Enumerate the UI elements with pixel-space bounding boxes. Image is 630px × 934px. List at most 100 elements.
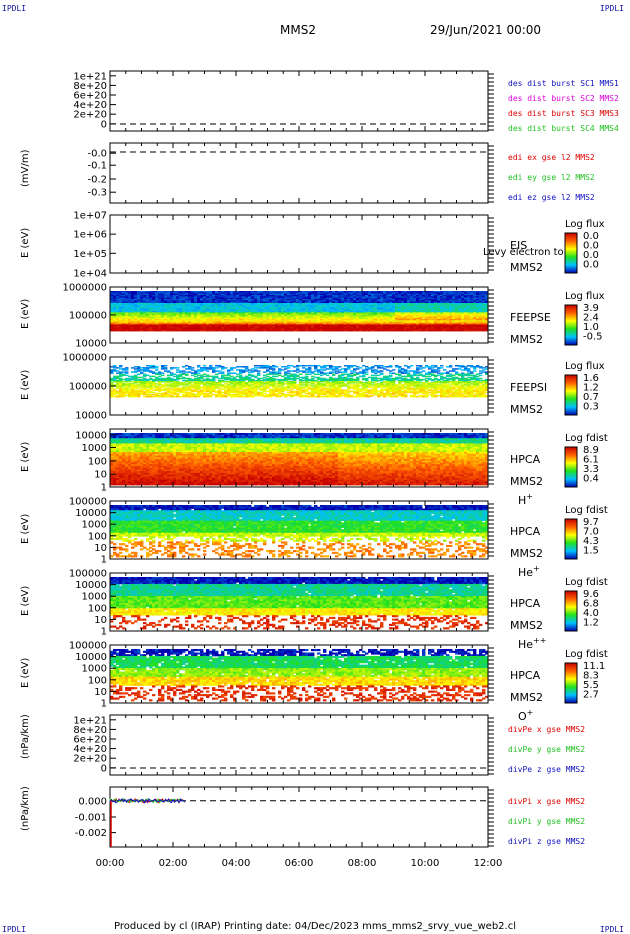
- spectrogram-cell: [191, 387, 195, 389]
- spectrogram-cell: [113, 323, 117, 325]
- spectrogram-cell: [170, 388, 174, 390]
- spectrogram-cell: [146, 299, 150, 301]
- spectrogram-cell: [152, 299, 156, 301]
- spectrogram-cell: [131, 323, 135, 325]
- spectrogram-cell: [188, 395, 192, 398]
- spectrogram-cell: [134, 327, 138, 329]
- spectrogram-cell: [173, 297, 177, 300]
- spectrogram-cell: [146, 296, 150, 299]
- spacecraft-label: MMS2: [510, 261, 543, 274]
- spectrogram-cell: [164, 385, 168, 387]
- spectrogram-cell: [131, 297, 135, 300]
- spectrogram-cell: [164, 303, 168, 305]
- spectrogram-cell: [152, 297, 156, 300]
- spectrogram-cell: [113, 312, 117, 315]
- colorbar-tick-label: 0.0: [583, 260, 599, 271]
- spectrogram-cell: [152, 395, 156, 398]
- spectrogram-cell: [179, 375, 183, 378]
- spectrogram-cell: [128, 295, 132, 297]
- spectrogram-cell: [413, 329, 417, 332]
- spectrogram-cell: [386, 329, 390, 332]
- spectrogram-cell: [131, 325, 135, 328]
- spectrogram-cell: [122, 320, 126, 323]
- spectrogram-cell: [158, 328, 162, 331]
- spectrogram-cell: [221, 372, 225, 374]
- spectrogram-cell: [164, 311, 168, 313]
- spectrogram-cell: [134, 308, 138, 311]
- spectrogram-cell: [161, 304, 165, 307]
- spectrogram-cell: [158, 293, 162, 296]
- spectrogram-cell: [182, 395, 186, 398]
- spectrogram-cell: [146, 323, 150, 325]
- spectrogram-cell: [110, 366, 114, 368]
- spectrogram-cell: [140, 327, 144, 329]
- spectrogram-cell: [167, 327, 171, 329]
- spectrogram-cell: [167, 303, 171, 305]
- spectrogram-cell: [140, 321, 144, 324]
- spectrogram-cell: [149, 325, 153, 328]
- spectrogram-cell: [140, 305, 144, 308]
- spectrogram-cell: [116, 291, 120, 293]
- spectrogram-cell: [161, 374, 165, 377]
- spectrogram-cell: [155, 297, 159, 300]
- spectrogram-cell: [110, 297, 114, 300]
- spectrogram-cell: [125, 296, 129, 299]
- spectrogram-cell: [155, 325, 159, 328]
- spectrogram-cell: [128, 324, 132, 327]
- spectrogram-cell: [170, 381, 174, 383]
- spectrogram-cell: [446, 329, 450, 332]
- spectrogram-cell: [197, 395, 201, 398]
- spectrogram-cell: [125, 301, 129, 304]
- spectrogram-cell: [173, 308, 177, 311]
- spectrogram-cell: [152, 391, 156, 394]
- spectrogram-cell: [215, 391, 219, 394]
- spectrogram-cell: [209, 395, 213, 398]
- spectrogram-cell: [149, 307, 153, 309]
- spectrogram-cell: [110, 325, 114, 328]
- spectrogram-cell: [146, 291, 150, 293]
- spectrogram-cell: [173, 328, 177, 331]
- spectrogram-cell: [116, 327, 120, 329]
- spectrogram-cell: [122, 374, 126, 377]
- spectrogram-cell: [125, 308, 129, 311]
- spectrogram-cell: [206, 370, 210, 372]
- spectrogram-cell: [164, 321, 168, 324]
- spectrogram-cell: [206, 383, 210, 385]
- spectrogram-cell: [182, 379, 186, 382]
- spectrogram-cell: [125, 392, 129, 395]
- spectrogram-cell: [116, 317, 120, 320]
- spectrogram-cell: [173, 375, 177, 378]
- spectrogram-cell: [113, 292, 117, 295]
- spectrogram-cell: [152, 301, 156, 304]
- spectrogram-cell: [131, 395, 135, 398]
- spectrogram-cell: [161, 328, 165, 331]
- spectrogram-cell: [113, 320, 117, 323]
- spectrogram-cell: [164, 327, 168, 329]
- spectrogram-cell: [128, 296, 132, 299]
- spectrogram-cell: [215, 329, 219, 332]
- spectrogram-cell: [170, 316, 174, 319]
- spectrogram-cell: [146, 317, 150, 320]
- spectrogram-cell: [143, 311, 147, 313]
- spectrogram-cell: [164, 365, 168, 367]
- panel-frame: [109, 214, 489, 274]
- spectrogram-cell: [140, 367, 144, 369]
- spectrogram-cell: [191, 395, 195, 398]
- spectrogram-cell: [140, 307, 144, 309]
- spectrogram-cell: [131, 316, 135, 319]
- spectrogram-cell: [170, 303, 174, 305]
- spectrogram-cell: [167, 313, 171, 316]
- spectrogram-cell: [161, 368, 165, 370]
- spectrogram-cell: [125, 291, 129, 293]
- spectrogram-cell: [227, 378, 231, 381]
- spectrogram-cell: [161, 323, 165, 325]
- spectrogram-cell: [134, 304, 138, 307]
- spectrogram-cell: [218, 387, 222, 389]
- spectrogram-cell: [116, 321, 120, 324]
- spectrogram-cell: [191, 367, 195, 369]
- spectrogram-cell: [131, 299, 135, 301]
- spectrogram-cell: [125, 394, 129, 397]
- spectrogram-cell: [161, 297, 165, 300]
- spectrogram-cell: [164, 319, 168, 321]
- spectrogram-cell: [440, 329, 444, 332]
